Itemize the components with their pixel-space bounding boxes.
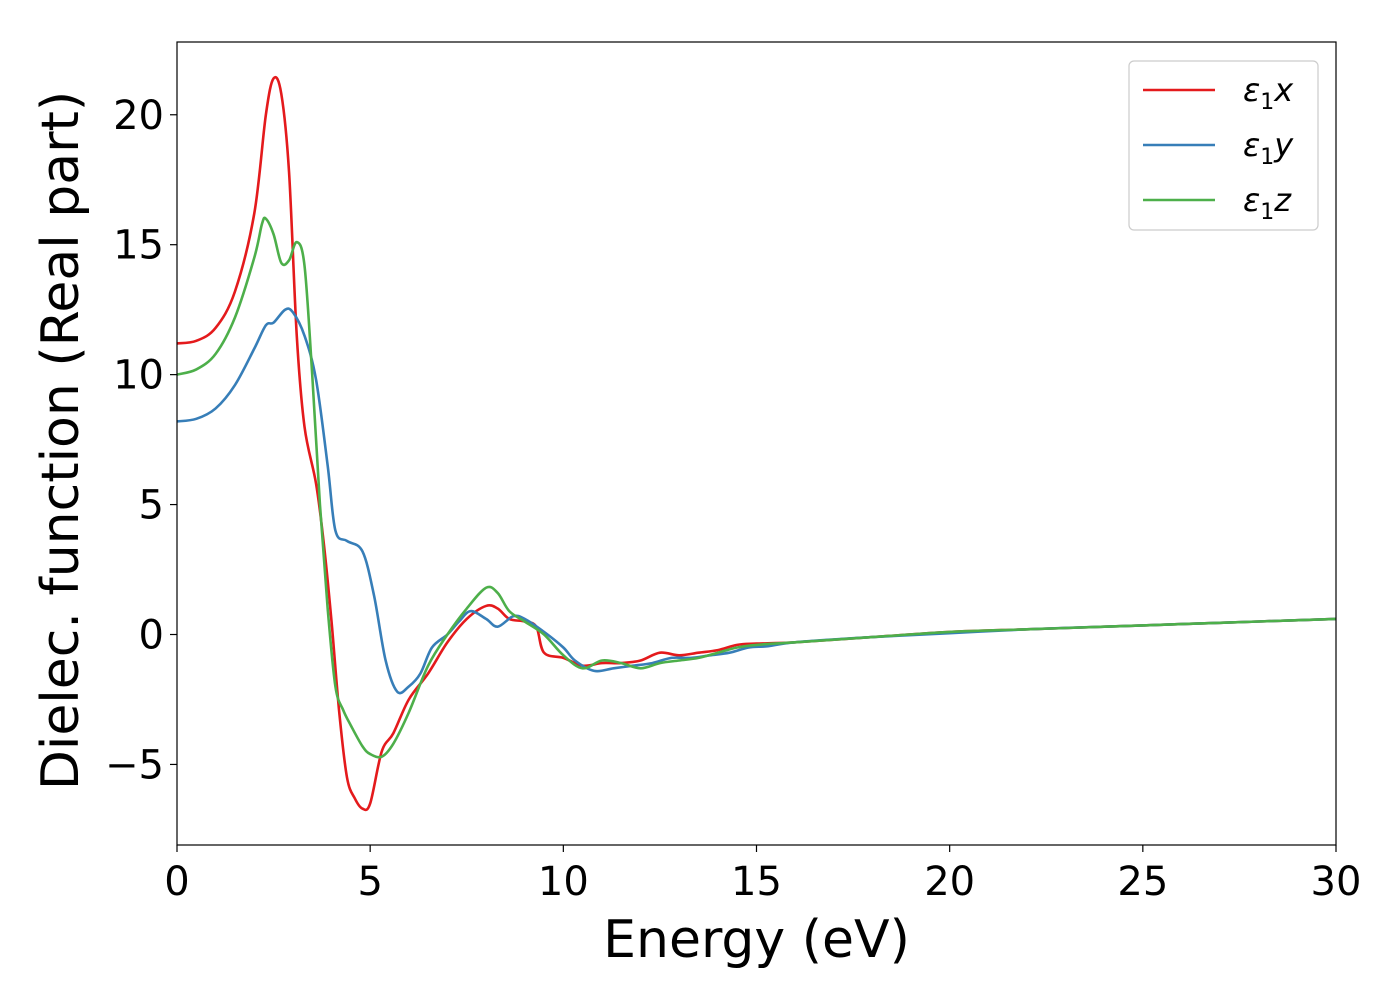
x-tick-label: 15 bbox=[731, 859, 782, 905]
x-tick-label: 10 bbox=[538, 859, 589, 905]
x-tick-label: 20 bbox=[924, 859, 975, 905]
x-tick-label: 0 bbox=[164, 859, 189, 905]
legend-box bbox=[1128, 60, 1319, 231]
y-tick-label: −5 bbox=[105, 742, 164, 788]
x-tick-label: 5 bbox=[357, 859, 382, 905]
series-group bbox=[177, 75, 1336, 812]
series-line-3 bbox=[177, 216, 1336, 759]
x-tick-label: 30 bbox=[1311, 859, 1362, 905]
x-tick-label: 25 bbox=[1117, 859, 1168, 905]
y-tick-label: 20 bbox=[113, 93, 164, 139]
legend-label-2: ε1y bbox=[1243, 126, 1294, 170]
legend-label-3: ε1z bbox=[1243, 181, 1292, 225]
legend-label-1: ε1x bbox=[1243, 71, 1294, 115]
y-tick-label: 0 bbox=[139, 613, 164, 659]
legend: ε1x ε1y ε1z bbox=[1128, 60, 1319, 231]
y-tick-label: 10 bbox=[113, 353, 164, 399]
axes: 0 5 10 15 20 25 30 −5 0 5 10 15 20 bbox=[105, 41, 1362, 905]
y-tick-label: 5 bbox=[139, 483, 164, 529]
x-axis-title: Energy (eV) bbox=[603, 910, 910, 970]
y-tick-label: 15 bbox=[113, 223, 164, 269]
y-axis-title: Dielec. function (Real part) bbox=[31, 91, 91, 790]
